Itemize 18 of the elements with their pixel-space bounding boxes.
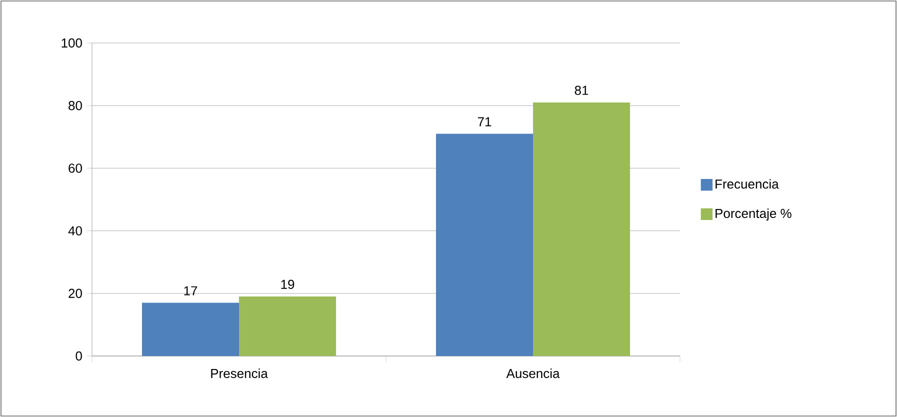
y-tick-label: 60 [68, 164, 82, 173]
y-tick-label: 0 [76, 351, 82, 361]
y-tick-label: 20 [68, 288, 82, 298]
bar [239, 296, 336, 356]
bar [436, 134, 534, 356]
data-label: 17 [184, 286, 198, 296]
x-tick-label: Presencia [211, 368, 268, 378]
bar [142, 302, 240, 356]
data-label: 71 [478, 117, 492, 126]
y-tick-label: 40 [68, 226, 82, 236]
bar [533, 102, 630, 356]
data-label: 81 [574, 86, 588, 95]
y-tick-label: 80 [68, 100, 82, 110]
legend-label: Porcentaje % [716, 208, 792, 221]
x-tick-label: Ausencia [506, 368, 560, 378]
y-tick-label: 100 [62, 38, 82, 48]
data-label: 19 [281, 280, 294, 289]
legend-label: Frecuencia [716, 179, 779, 189]
